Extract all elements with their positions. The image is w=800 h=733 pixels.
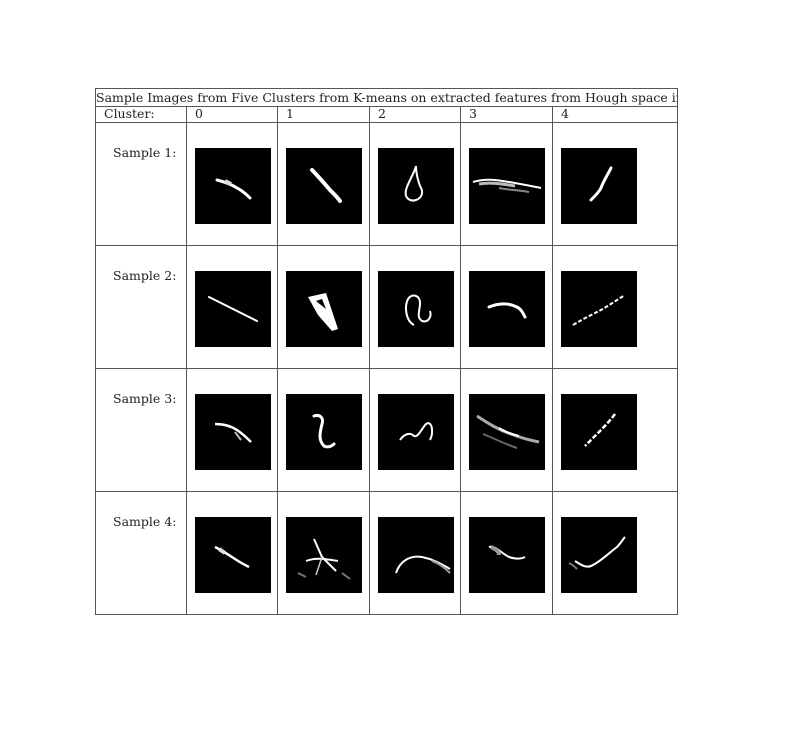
cluster-0-sample-1-image (195, 148, 271, 224)
image-cell (278, 122, 370, 245)
cluster-3-sample-2-image (469, 271, 545, 347)
cluster-id-0: 0 (187, 106, 278, 122)
image-cell (370, 122, 461, 245)
image-cell (278, 245, 370, 368)
cluster-0-sample-4-image (195, 517, 271, 593)
cluster-4-sample-3-image (561, 394, 637, 470)
cluster-2-sample-1-image (378, 148, 454, 224)
image-cell (370, 368, 461, 491)
sample-label-cell: Sample 1: (96, 122, 187, 245)
image-cell (461, 122, 553, 245)
cluster-4-sample-4-image (561, 517, 637, 593)
cluster-id-2: 2 (370, 106, 461, 122)
image-cell (278, 368, 370, 491)
cluster-2-sample-4-image (378, 517, 454, 593)
image-cell (370, 491, 461, 614)
sample-row-2: Sample 2: (96, 245, 677, 369)
cluster-id-1: 1 (278, 106, 370, 122)
sample-row-3: Sample 3: (96, 368, 677, 492)
image-cell (187, 245, 278, 368)
sample-images-table: Sample Images from Five Clusters from K-… (95, 88, 678, 615)
cluster-header-row: Cluster: 0 1 2 3 4 (96, 106, 677, 123)
table-caption: Sample Images from Five Clusters from K-… (96, 90, 677, 107)
image-cell (461, 245, 553, 368)
sample-label-cell: Sample 2: (96, 245, 187, 368)
sample-row-4: Sample 4: (96, 491, 677, 614)
image-cell (461, 368, 553, 491)
sample-label: Sample 2: (113, 268, 177, 283)
cluster-3-sample-1-image (469, 148, 545, 224)
cluster-1-sample-1-image (286, 148, 362, 224)
cluster-1-sample-3-image (286, 394, 362, 470)
cluster-id-3: 3 (461, 106, 553, 122)
cluster-id-4: 4 (561, 106, 569, 121)
image-cell (553, 491, 677, 614)
image-cell (187, 491, 278, 614)
cluster-4-sample-1-image (561, 148, 637, 224)
image-cell (187, 368, 278, 491)
cluster-2-sample-2-image (378, 271, 454, 347)
cluster-0-sample-3-image (195, 394, 271, 470)
sample-label-cell: Sample 4: (96, 491, 187, 614)
sample-label: Sample 4: (113, 514, 177, 529)
cluster-1-sample-2-image (286, 271, 362, 347)
image-cell (187, 122, 278, 245)
image-cell (370, 245, 461, 368)
cluster-header-label: Cluster: (96, 106, 187, 122)
image-cell (461, 491, 553, 614)
cluster-2-sample-3-image (378, 394, 454, 470)
sample-label: Sample 3: (113, 391, 177, 406)
cluster-4-sample-2-image (561, 271, 637, 347)
cluster-3-sample-3-image (469, 394, 545, 470)
image-cell (278, 491, 370, 614)
cluster-1-sample-4-image (286, 517, 362, 593)
sample-label: Sample 1: (113, 145, 177, 160)
cluster-3-sample-4-image (469, 517, 545, 593)
image-cell (553, 122, 677, 245)
cluster-0-sample-2-image (195, 271, 271, 347)
image-cell (553, 368, 677, 491)
image-cell (553, 245, 677, 368)
sample-row-1: Sample 1: (96, 122, 677, 246)
sample-label-cell: Sample 3: (96, 368, 187, 491)
